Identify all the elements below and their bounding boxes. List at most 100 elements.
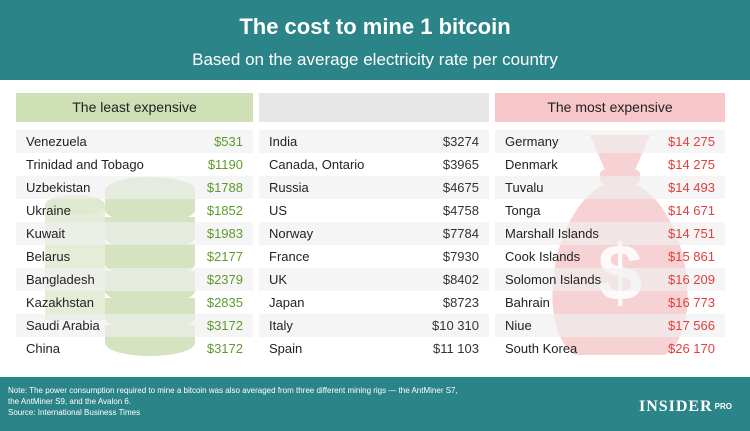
- mid-table-row: Norway $7784: [259, 222, 489, 245]
- country-name: South Korea: [505, 341, 578, 356]
- mid-table-row: US $4758: [259, 199, 489, 222]
- country-name: Norway: [269, 226, 314, 241]
- country-name: Ukraine: [26, 203, 71, 218]
- mining-cost-value: $8723: [442, 295, 479, 310]
- country-name: Tonga: [505, 203, 541, 218]
- country-name: Solomon Islands: [505, 272, 602, 287]
- country-name: Tuvalu: [505, 180, 544, 195]
- least-table-row: Uzbekistan $1788: [16, 176, 253, 199]
- country-name: Marshall Islands: [505, 226, 599, 241]
- most-table-row: Germany $14 275: [495, 130, 725, 153]
- chart-subtitle: Based on the average electricity rate pe…: [192, 50, 558, 69]
- country-name: Kazakhstan: [26, 295, 94, 310]
- least-table-row: Bangladesh $2379: [16, 268, 253, 291]
- most-table-row: Tonga $14 671: [495, 199, 725, 222]
- footer-bar: Note: The power consumption required to …: [0, 377, 750, 431]
- middle-column-header: [259, 93, 489, 122]
- country-name: US: [269, 203, 288, 218]
- mining-cost-value: $1983: [206, 226, 243, 241]
- least-table-row: Trinidad and Tobago $1190: [16, 153, 253, 176]
- country-name: India: [269, 134, 298, 149]
- mining-cost-value: $3965: [442, 157, 479, 172]
- country-name: Japan: [269, 295, 305, 310]
- mid-table-row: Spain $11 103: [259, 337, 489, 360]
- country-name: Germany: [505, 134, 559, 149]
- mining-cost-value: $4758: [442, 203, 479, 218]
- country-name: Russia: [269, 180, 309, 195]
- most-table-row: Tuvalu $14 493: [495, 176, 725, 199]
- least-table-row: Kazakhstan $2835: [16, 291, 253, 314]
- mining-cost-value: $2835: [206, 295, 243, 310]
- least-table-row: Kuwait $1983: [16, 222, 253, 245]
- most-table-row: Cook Islands $15 861: [495, 245, 725, 268]
- mid-table-row: Canada, Ontario $3965: [259, 153, 489, 176]
- least-table-row: China $3172: [16, 337, 253, 360]
- mining-cost-value: $7930: [442, 249, 479, 264]
- mining-cost-value: $14 671: [668, 203, 715, 218]
- country-name: Kuwait: [26, 226, 66, 241]
- least-table-row: Belarus $2177: [16, 245, 253, 268]
- mining-cost-value: $16 773: [668, 295, 715, 310]
- mining-cost-value: $4675: [442, 180, 479, 195]
- country-name: Italy: [269, 318, 293, 333]
- mining-cost-value: $531: [214, 134, 243, 149]
- mining-cost-value: $17 566: [668, 318, 715, 333]
- logo-main: INSIDER: [638, 398, 713, 415]
- mining-cost-value: $1852: [206, 203, 243, 218]
- footnote: Note: The power consumption required to …: [8, 385, 568, 418]
- least-table-row: Saudi Arabia $3172: [16, 314, 253, 337]
- country-name: Trinidad and Tobago: [26, 157, 144, 172]
- insider-pro-logo: INSIDER PRO: [639, 398, 732, 416]
- mining-cost-value: $7784: [442, 226, 479, 241]
- mining-cost-value: $14 751: [668, 226, 715, 241]
- mining-cost-value: $16 209: [668, 272, 715, 287]
- mid-table-row: Italy $10 310: [259, 314, 489, 337]
- country-name: Spain: [269, 341, 303, 356]
- country-name: France: [269, 249, 310, 264]
- mining-cost-value: $14 275: [668, 157, 715, 172]
- mid-table-row: Japan $8723: [259, 291, 489, 314]
- mining-cost-value: $26 170: [668, 341, 715, 356]
- country-name: Saudi Arabia: [26, 318, 100, 333]
- mining-cost-value: $15 861: [668, 249, 715, 264]
- mining-cost-value: $10 310: [432, 318, 479, 333]
- country-name: Cook Islands: [505, 249, 581, 264]
- least-table-row: Venezuela $531: [16, 130, 253, 153]
- chart-title: The cost to mine 1 bitcoin: [239, 14, 511, 39]
- note-line-2: the AntMiner S9, and the Avalon 6.: [8, 397, 132, 406]
- most-table-row: Bahrain $16 773: [495, 291, 725, 314]
- country-name: Uzbekistan: [26, 180, 91, 195]
- mid-table-row: UK $8402: [259, 268, 489, 291]
- mining-cost-value: $2379: [206, 272, 243, 287]
- country-name: Niue: [505, 318, 532, 333]
- least-expensive-header: The least expensive: [16, 93, 253, 122]
- mining-cost-value: $14 493: [668, 180, 715, 195]
- most-table-row: South Korea $26 170: [495, 337, 725, 360]
- mining-cost-value: $3172: [206, 318, 243, 333]
- country-name: UK: [269, 272, 288, 287]
- source-line: Source: International Business Times: [8, 408, 141, 417]
- mining-cost-value: $1190: [207, 157, 243, 172]
- mid-table-row: Russia $4675: [259, 176, 489, 199]
- mining-cost-value: $2177: [206, 249, 243, 264]
- mining-cost-value: $11 103: [432, 341, 479, 356]
- most-table-row: Solomon Islands $16 209: [495, 268, 725, 291]
- mining-cost-value: $1788: [206, 180, 243, 195]
- logo-pro: PRO: [714, 402, 732, 411]
- most-table-row: Niue $17 566: [495, 314, 725, 337]
- header-banner: The cost to mine 1 bitcoin Based on the …: [0, 0, 750, 80]
- most-table-row: Denmark $14 275: [495, 153, 725, 176]
- mining-cost-value: $14 275: [668, 134, 715, 149]
- country-name: Venezuela: [26, 134, 87, 149]
- most-table-row: Marshall Islands $14 751: [495, 222, 725, 245]
- mining-cost-value: $3274: [442, 134, 479, 149]
- mining-cost-value: $8402: [442, 272, 479, 287]
- country-name: Belarus: [26, 249, 71, 264]
- most-expensive-header: The most expensive: [495, 93, 725, 122]
- mining-cost-value: $3172: [206, 341, 243, 356]
- country-name: China: [26, 341, 60, 356]
- mid-table-row: India $3274: [259, 130, 489, 153]
- country-name: Bangladesh: [26, 272, 95, 287]
- mid-table-row: France $7930: [259, 245, 489, 268]
- country-name: Bahrain: [505, 295, 550, 310]
